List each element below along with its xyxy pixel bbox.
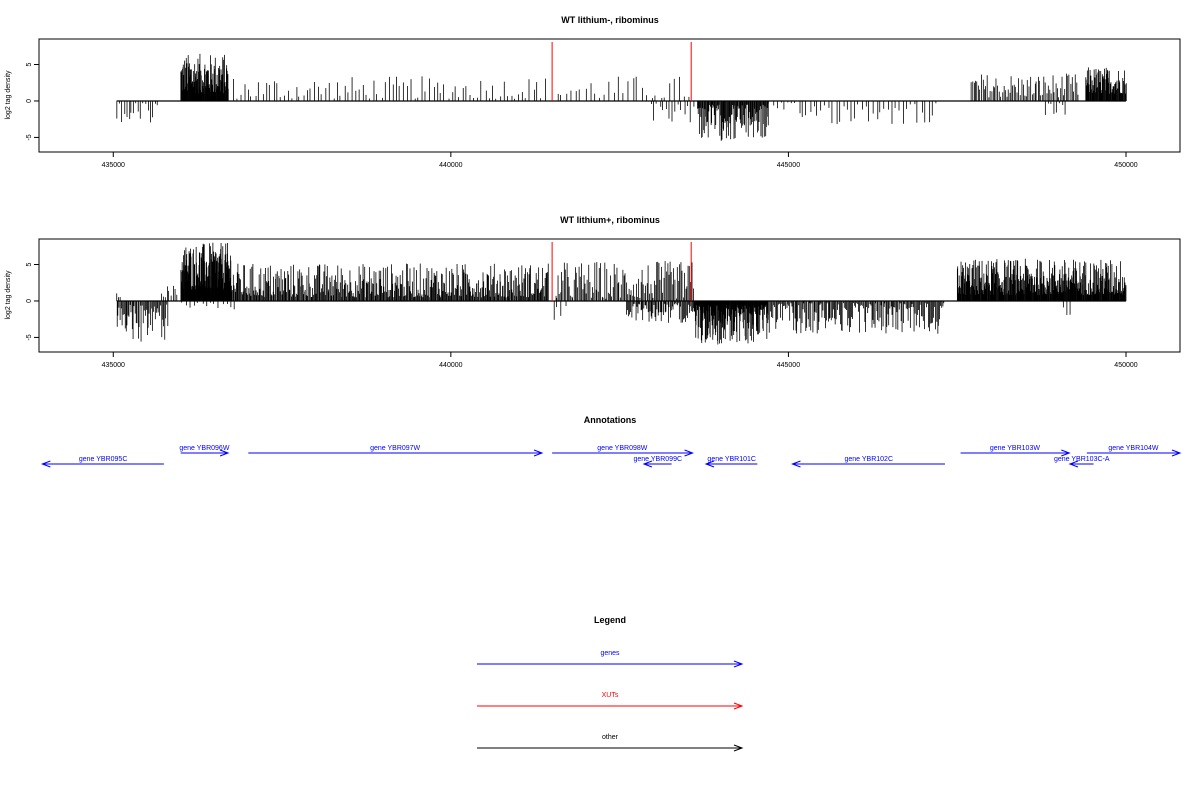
x-tick-label: 450000 <box>1114 362 1137 369</box>
legend-arrow <box>477 702 744 710</box>
density-bars <box>116 242 1127 345</box>
track-panel-lithium-plus: WT lithium+, ribominus log2 tag density … <box>5 215 1181 369</box>
gene-label: gene YBR104W <box>1108 445 1158 452</box>
y-axis-label: log2 tag density <box>5 270 12 320</box>
y-tick-label: 0 <box>26 299 33 303</box>
y-tick-label: -5 <box>26 134 33 140</box>
gene-label: gene YBR096W <box>179 445 229 452</box>
legend-label: XUTs <box>602 692 619 699</box>
annotations-title: Annotations <box>584 415 637 425</box>
gene-arrow <box>248 449 544 457</box>
x-tick-label: 440000 <box>439 162 462 169</box>
gene-label: gene YBR099C <box>634 456 683 463</box>
plot-frame <box>38 238 1181 353</box>
x-tick-label: 440000 <box>439 362 462 369</box>
legend-label: genes <box>600 650 620 657</box>
gene-arrow <box>40 460 164 468</box>
x-tick-label: 435000 <box>102 162 125 169</box>
gene-arrow <box>1068 460 1094 468</box>
gene-arrows: gene YBR095C gene YBR096W gene YBR097W gene… <box>40 445 1182 468</box>
gene-label: gene YBR097W <box>370 445 420 452</box>
gene-arrow <box>960 449 1071 457</box>
axes: -5 0 5 435000 440000 445000 450000 <box>26 262 1138 369</box>
gene-label: gene YBR103C-A <box>1054 456 1110 463</box>
y-axis-label: log2 tag density <box>5 70 12 120</box>
plot-frame <box>38 38 1181 153</box>
axes: -5 0 5 435000 440000 445000 450000 <box>26 62 1138 169</box>
legend-label: other <box>602 734 619 741</box>
x-tick-label: 445000 <box>777 162 800 169</box>
gene-arrow <box>180 449 230 457</box>
gene-arrow <box>791 460 946 468</box>
gene-label: gene YBR102C <box>844 456 893 463</box>
x-tick-label: 435000 <box>102 362 125 369</box>
gene-label: gene YBR095C <box>79 456 128 463</box>
gene-label: gene YBR103W <box>990 445 1040 452</box>
density-bars <box>116 42 1127 141</box>
x-tick-label: 445000 <box>777 362 800 369</box>
legend: Legend genes XUTs other <box>477 615 744 752</box>
gene-arrow <box>704 460 758 468</box>
gene-arrow <box>1086 449 1182 457</box>
gene-arrow <box>552 449 694 457</box>
panel-title: WT lithium-, ribominus <box>561 15 659 25</box>
x-tick-label: 450000 <box>1114 162 1137 169</box>
track-panel-lithium-minus: WT lithium-, ribominus log2 tag density … <box>5 15 1181 169</box>
y-tick-label: 5 <box>26 262 33 266</box>
y-tick-label: -5 <box>26 334 33 340</box>
legend-items: genes XUTs other <box>477 650 744 752</box>
gene-arrow <box>642 460 672 468</box>
y-tick-label: 5 <box>26 62 33 66</box>
legend-title: Legend <box>594 615 626 625</box>
gene-label: gene YBR101C <box>707 456 756 463</box>
panel-title: WT lithium+, ribominus <box>560 215 660 225</box>
legend-arrow <box>477 660 744 668</box>
legend-arrow <box>477 744 744 752</box>
gene-label: gene YBR098W <box>597 445 647 452</box>
y-tick-label: 0 <box>26 99 33 103</box>
